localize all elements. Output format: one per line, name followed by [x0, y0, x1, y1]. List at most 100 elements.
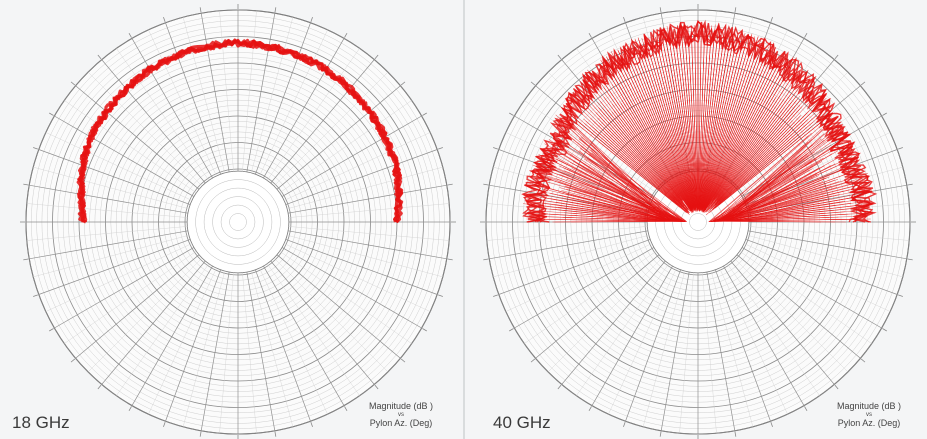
pattern-ray: [593, 120, 688, 212]
pattern-ray: [660, 31, 696, 210]
pattern-ray: [717, 179, 869, 222]
angle-spoke: [715, 269, 771, 422]
angle-spoke: [259, 29, 328, 176]
hub-inner-ring: [689, 213, 707, 231]
angle-spoke: [246, 272, 276, 431]
outer-tick: [530, 81, 536, 86]
pattern-ray: [579, 150, 667, 222]
pattern-ray: [606, 109, 689, 210]
pattern-ray: [597, 117, 689, 213]
outer-tick: [623, 422, 626, 427]
pattern-ray: [709, 74, 795, 205]
angle-spoke: [87, 257, 203, 373]
pattern-ray: [698, 31, 702, 208]
angle-spoke: [250, 271, 294, 427]
outer-tick: [163, 422, 166, 427]
pattern-ray: [614, 114, 682, 201]
angle-spoke: [165, 22, 221, 175]
pattern-ray: [703, 53, 767, 209]
pattern-ray: [704, 98, 785, 213]
pattern-ray: [711, 181, 849, 222]
pattern-ray: [702, 56, 776, 212]
pattern-ray: [677, 26, 697, 208]
angle-spoke: [493, 234, 649, 278]
outer-tick: [493, 294, 498, 297]
panel-label-18ghz: 18 GHz: [12, 413, 70, 432]
angle-spoke: [642, 271, 686, 427]
pattern-ray: [714, 112, 834, 209]
pattern-ray: [699, 34, 725, 208]
pattern-ray: [578, 182, 670, 222]
outer-tick: [588, 33, 592, 38]
outer-tick: [447, 258, 453, 261]
pattern-ray: [709, 132, 812, 222]
pattern-ray: [567, 111, 688, 214]
angle-spoke: [242, 272, 257, 434]
pattern-ray: [625, 50, 693, 209]
pattern-ray: [567, 115, 687, 213]
angle-spoke: [748, 226, 910, 241]
angle-spoke: [489, 230, 648, 260]
outer-tick: [438, 147, 443, 150]
outer-tick: [97, 384, 102, 390]
pattern-ray: [722, 214, 831, 222]
angle-spoke: [730, 260, 835, 385]
angle-spoke: [706, 272, 736, 431]
legend-line1: Magnitude (dB ): [368, 401, 433, 411]
outer-tick: [834, 54, 839, 60]
pattern-trace: [77, 38, 404, 223]
pattern-ray: [557, 181, 667, 222]
pattern-ray: [716, 151, 815, 222]
pattern-ray: [574, 98, 678, 202]
angle-spoke: [288, 184, 447, 214]
pattern-ray: [701, 36, 749, 210]
pattern-ray: [705, 67, 788, 210]
angle-spoke: [279, 251, 412, 344]
pattern-ray: [598, 115, 688, 211]
angle-spoke: [263, 265, 345, 406]
pattern-ray: [615, 53, 694, 213]
angle-spoke: [741, 247, 882, 329]
pattern-ray: [542, 171, 674, 222]
outer-tick: [70, 81, 76, 86]
pattern-ray: [631, 48, 694, 211]
axis-legend-40ghz: Magnitude (dB ) vs Pylon Az. (Deg): [837, 401, 901, 429]
polar-plot-18ghz: [20, 4, 456, 439]
polar-grid: [20, 4, 456, 439]
angle-spoke: [745, 239, 898, 295]
angle-spoke: [547, 257, 663, 373]
pattern-ray: [572, 160, 668, 222]
angle-spoke: [514, 247, 655, 329]
pattern-ray: [571, 123, 679, 222]
outer-tick: [907, 258, 913, 261]
pattern-ray: [700, 41, 740, 209]
pattern-ray: [583, 150, 676, 222]
pattern-ray: [580, 145, 677, 222]
pattern-ray: [701, 36, 759, 210]
pattern-ray: [700, 35, 738, 211]
outer-tick: [860, 358, 866, 363]
angle-spoke: [270, 260, 375, 385]
angle-spoke: [131, 265, 213, 406]
angle-spoke: [561, 260, 666, 385]
hub-inner-ring: [195, 179, 281, 265]
angle-spoke: [498, 239, 651, 295]
angle-spoke: [285, 239, 438, 295]
hub-inner-ring: [220, 204, 256, 240]
pattern-ray: [716, 201, 843, 222]
angle-spoke: [54, 247, 195, 329]
panel-divider: [463, 0, 465, 439]
pattern-trace: [523, 20, 877, 223]
angle-spoke: [287, 166, 443, 210]
pattern-ray: [555, 142, 677, 222]
angle-spoke: [87, 71, 203, 187]
angle-spoke: [255, 269, 311, 422]
angle-spoke: [148, 29, 217, 176]
pattern-ray: [564, 97, 680, 205]
outer-tick: [882, 328, 887, 332]
pattern-ray: [709, 122, 795, 210]
pattern-ray: [529, 170, 669, 222]
angle-spoke: [273, 257, 389, 373]
angle-spoke: [535, 254, 660, 359]
outer-tick: [274, 431, 277, 437]
